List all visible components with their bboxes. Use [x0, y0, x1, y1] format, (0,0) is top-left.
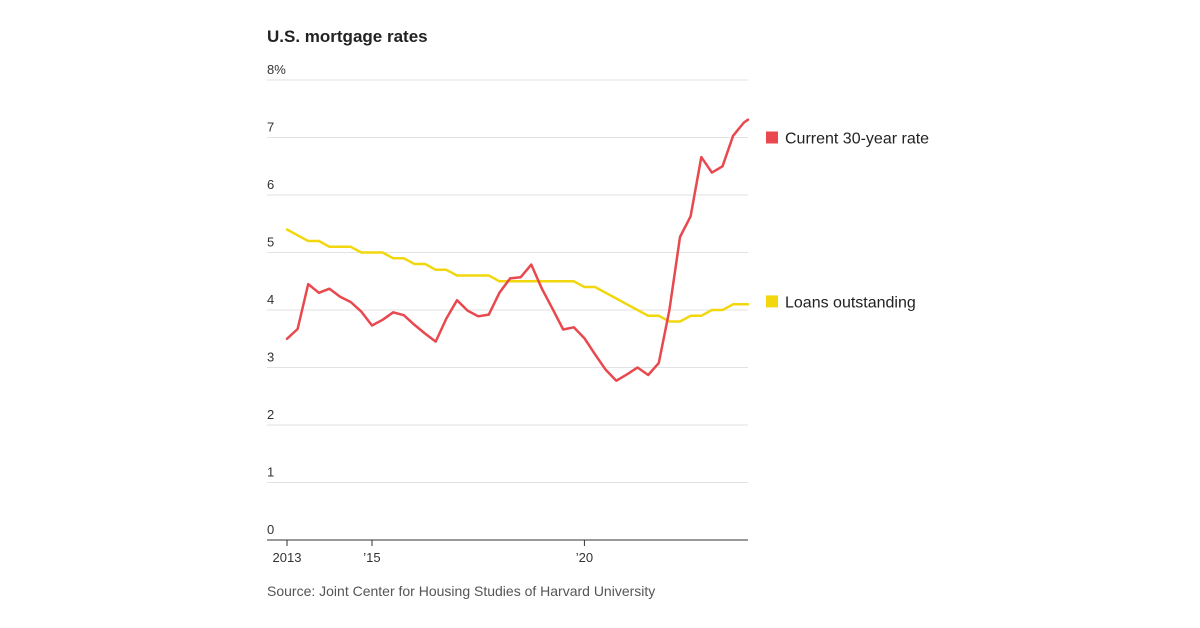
series-line-loans-outstanding: [285, 228, 750, 323]
series-line-current-30-year-rate: [285, 118, 750, 382]
y-tick-label: 8%: [267, 62, 286, 77]
y-tick-label: 3: [267, 350, 274, 365]
legend-label: Current 30-year rate: [785, 131, 929, 148]
source-note: Source: Joint Center for Housing Studies…: [267, 583, 655, 599]
y-tick-label: 6: [267, 177, 274, 192]
y-tick-label: 7: [267, 120, 274, 135]
x-axis: 2013 ’15 ’20: [273, 540, 593, 565]
y-tick-label: 4: [267, 292, 274, 307]
y-tick-label: 5: [267, 235, 274, 250]
legend: Current 30-year rate Loans outstanding: [766, 131, 929, 311]
x-tick-label: ’15: [363, 550, 380, 565]
x-tick-label: ’20: [576, 550, 593, 565]
chart-title: U.S. mortgage rates: [267, 27, 428, 46]
y-tick-label: 1: [267, 465, 274, 480]
legend-label: Loans outstanding: [785, 294, 916, 311]
x-tick-label: 2013: [273, 550, 302, 565]
y-tick-label: 2: [267, 407, 274, 422]
series-layer: [285, 118, 750, 382]
legend-swatch: [766, 131, 778, 144]
legend-swatch: [766, 295, 778, 308]
y-axis: 8% 7 6 5 4 3 2 1 0: [267, 62, 286, 537]
y-tick-label: 0: [267, 522, 274, 537]
grid-layer: [267, 79, 748, 541]
